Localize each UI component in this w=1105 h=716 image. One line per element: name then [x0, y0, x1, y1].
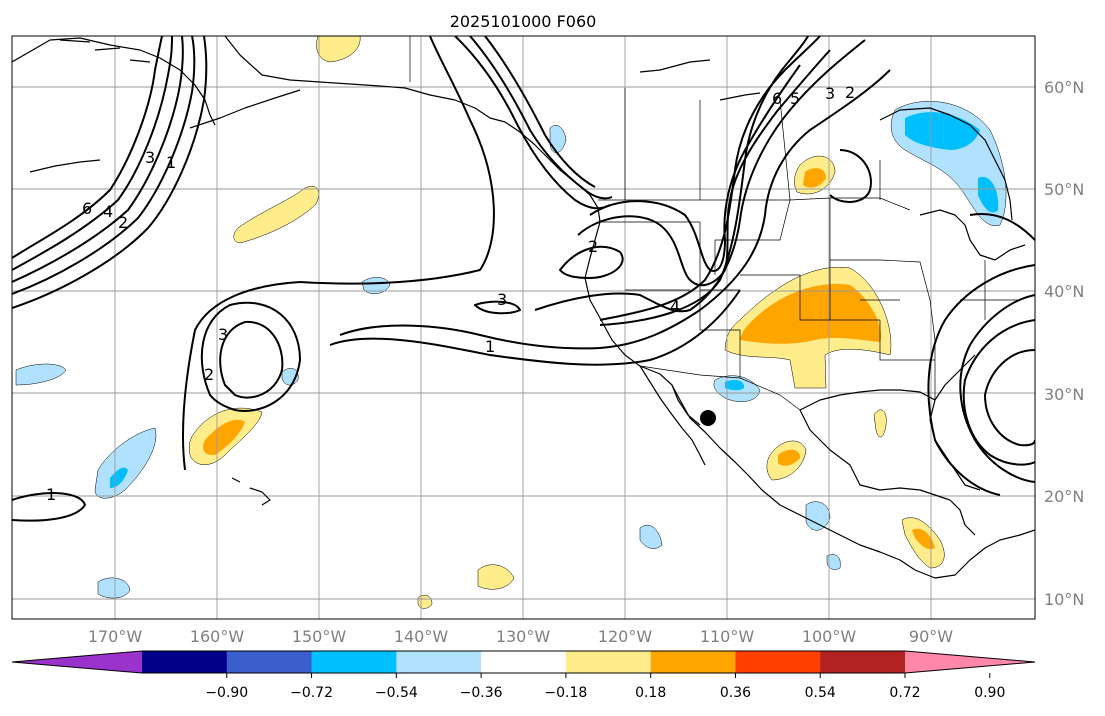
lon-label: 100°W	[802, 627, 857, 646]
shade-positive-small	[417, 594, 433, 609]
shade-negative-epac2	[826, 554, 841, 570]
lon-label: 110°W	[700, 627, 755, 646]
shade-negative-pacific-w	[94, 427, 157, 499]
colorbar-segment	[650, 651, 736, 673]
shade-negative-mexico-n-core	[725, 380, 745, 391]
contour-label: 3	[497, 290, 507, 309]
lon-label: 160°W	[190, 627, 245, 646]
lat-labels: 60°N 50°N 40°N 30°N 20°N 10°N	[1044, 78, 1084, 609]
contour-label: 6	[772, 89, 782, 108]
lat-label: 50°N	[1044, 180, 1084, 199]
colorbar-tick-label: −0.72	[290, 685, 333, 701]
shade-positive-south	[477, 564, 515, 590]
map-area: 6 4 2 3 1 2 3 3 4 2 1 6 5 3 2 1	[12, 36, 1035, 619]
contour-label: 2	[204, 365, 214, 384]
shade-positive-mexico-core	[778, 449, 800, 466]
lon-label: 90°W	[909, 627, 953, 646]
colorbar-outline	[11, 650, 1036, 674]
contour-label: 6	[82, 199, 92, 218]
contour-label: 5	[790, 89, 800, 108]
borders	[409, 36, 1020, 411]
colorbar-tick-label: −0.54	[375, 685, 418, 701]
contour-label: 4	[103, 202, 113, 221]
colorbar-segment	[311, 651, 397, 673]
lon-label: 170°W	[88, 627, 143, 646]
colorbar-segment	[735, 651, 821, 673]
colorbar-tick-label: −0.36	[460, 685, 503, 701]
contour-label: 3	[825, 84, 835, 103]
map-frame	[11, 35, 1036, 620]
lat-label: 60°N	[1044, 78, 1084, 97]
contour-label: 3	[218, 325, 228, 344]
colorbar-segment	[565, 651, 652, 673]
shade-negative-pacific-w-core	[110, 467, 128, 488]
contour-label: 1	[46, 485, 56, 504]
colorbar-tick-label: 0.18	[635, 685, 666, 701]
map-title: 2025101000 F060	[450, 12, 597, 31]
colorbar-extension-low	[12, 651, 142, 673]
contour-labels: 6 4 2 3 1 2 3 3 4 2 1 6 5 3 2 1	[46, 83, 855, 504]
lat-label: 40°N	[1044, 282, 1084, 301]
colorbar: −0.90 −0.72 −0.54 −0.36 −0.18 0.18 0.36 0.54 0.7…	[11, 650, 1036, 701]
colorbar-tick-label: −0.18	[544, 685, 587, 701]
shading-layer	[15, 36, 1007, 609]
lon-label: 120°W	[598, 627, 653, 646]
shade-positive-hawaii-core	[203, 419, 245, 456]
contour-label: 2	[845, 83, 855, 102]
contour-label: 4	[670, 297, 680, 316]
colorbar-segment	[396, 651, 482, 673]
shade-positive-camerica-core	[912, 528, 935, 550]
shade-positive-sw-core	[740, 284, 882, 344]
shade-positive-plains-core	[803, 168, 826, 188]
shade-negative-bc	[549, 125, 567, 153]
colorbar-segment	[226, 651, 313, 673]
colorbar-tick-label: 0.72	[889, 685, 920, 701]
shade-negative-pacific-far	[15, 363, 67, 386]
contour-label: 2	[118, 213, 128, 232]
shade-negative-canada-core	[905, 112, 980, 150]
shade-negative-pacific-sw	[97, 577, 131, 599]
lat-label: 30°N	[1044, 385, 1084, 404]
coastlines	[12, 36, 1035, 579]
colorbar-tick-label: 0.54	[805, 685, 836, 701]
lat-label: 20°N	[1044, 487, 1084, 506]
colorbar-tick-label: 0.36	[720, 685, 751, 701]
colorbar-segment	[820, 651, 906, 673]
lat-label: 10°N	[1044, 590, 1084, 609]
contour-label: 1	[166, 153, 176, 172]
shade-positive-north	[316, 36, 361, 63]
colorbar-tick-label: −0.90	[205, 685, 248, 701]
contour-label: 1	[485, 337, 495, 356]
shade-negative-canada-core2	[978, 176, 999, 213]
colorbar-segment	[481, 651, 567, 673]
lon-labels: 170°W 160°W 150°W 140°W 130°W 120°W 110°…	[88, 627, 953, 646]
colorbar-tick-label: 0.90	[974, 685, 1005, 701]
colorbar-segment	[142, 651, 228, 673]
contour-label: 3	[145, 148, 155, 167]
contours	[12, 36, 1035, 522]
colorbar-extension-high	[905, 651, 1035, 673]
shade-negative-pacific-c	[361, 277, 391, 294]
contour-label: 2	[588, 237, 598, 256]
lon-label: 150°W	[292, 627, 347, 646]
lon-label: 140°W	[394, 627, 449, 646]
lon-label: 130°W	[496, 627, 551, 646]
location-dot-icon	[700, 410, 716, 426]
shade-negative-mexico-s	[805, 501, 831, 531]
shade-positive-gulf	[873, 409, 887, 438]
shade-negative-epac	[639, 524, 663, 549]
shade-positive-pacific	[233, 186, 319, 244]
